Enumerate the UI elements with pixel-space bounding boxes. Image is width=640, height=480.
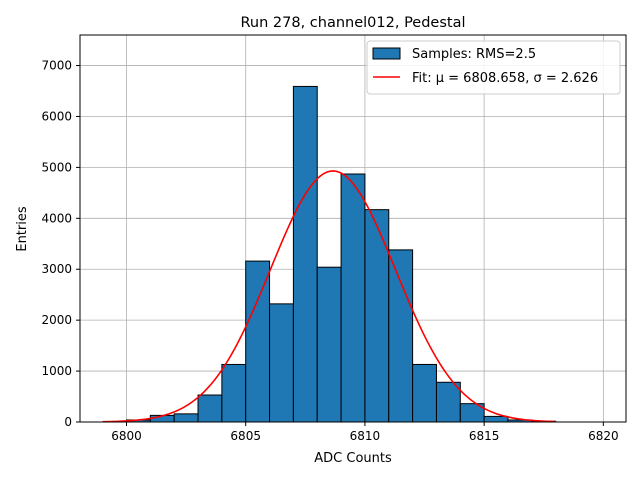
histogram-bar	[316, 266, 342, 423]
x-tick-label: 6800	[111, 429, 142, 443]
histogram-bar	[245, 260, 271, 423]
chart-title: Run 278, channel012, Pedestal	[240, 15, 465, 31]
x-axis-label: ADC Counts	[314, 451, 392, 466]
y-axis-label: Entries	[15, 206, 30, 252]
histogram-bar	[221, 363, 247, 423]
histogram-bar	[340, 173, 366, 423]
plot-frame	[79, 34, 627, 423]
histogram-bar	[292, 85, 318, 423]
y-tick-label: 3000	[41, 262, 72, 276]
histogram-bar	[412, 363, 437, 423]
axis-ticks: 6800 6805 6810 6815 6820 0 1000 2000 3000 4000 500…	[41, 59, 618, 443]
fit-curve	[102, 170, 556, 423]
histogram-bar	[388, 249, 414, 423]
histogram-bar	[483, 415, 509, 423]
histogram-bar	[173, 413, 199, 423]
legend-fit-label: Fit: μ = 6808.658, σ = 2.626	[412, 71, 598, 86]
histogram-bar	[197, 394, 223, 423]
x-tick-label: 6815	[469, 429, 500, 443]
histogram-bar	[269, 303, 294, 423]
legend-histogram-label: Samples: RMS=2.5	[412, 47, 536, 62]
legend-histogram-swatch	[372, 47, 401, 60]
x-tick-label: 6805	[230, 429, 261, 443]
y-tick-label: 2000	[41, 313, 72, 327]
y-tick-label: 1000	[41, 364, 72, 378]
legend: Samples: RMS=2.5 Fit: μ = 6808.658, σ = …	[366, 40, 621, 95]
fit-curve-group	[102, 170, 556, 423]
x-tick-label: 6820	[588, 429, 619, 443]
y-tick-label: 0	[64, 415, 72, 429]
x-tick-label: 6810	[350, 429, 381, 443]
y-tick-label: 5000	[41, 160, 72, 174]
histogram-bar	[364, 209, 390, 423]
y-tick-label: 4000	[41, 211, 72, 225]
histogram-bar	[435, 381, 461, 423]
y-tick-label: 7000	[41, 59, 72, 73]
histogram-bars	[125, 85, 557, 423]
y-tick-label: 6000	[41, 109, 72, 123]
legend-box	[366, 40, 621, 95]
